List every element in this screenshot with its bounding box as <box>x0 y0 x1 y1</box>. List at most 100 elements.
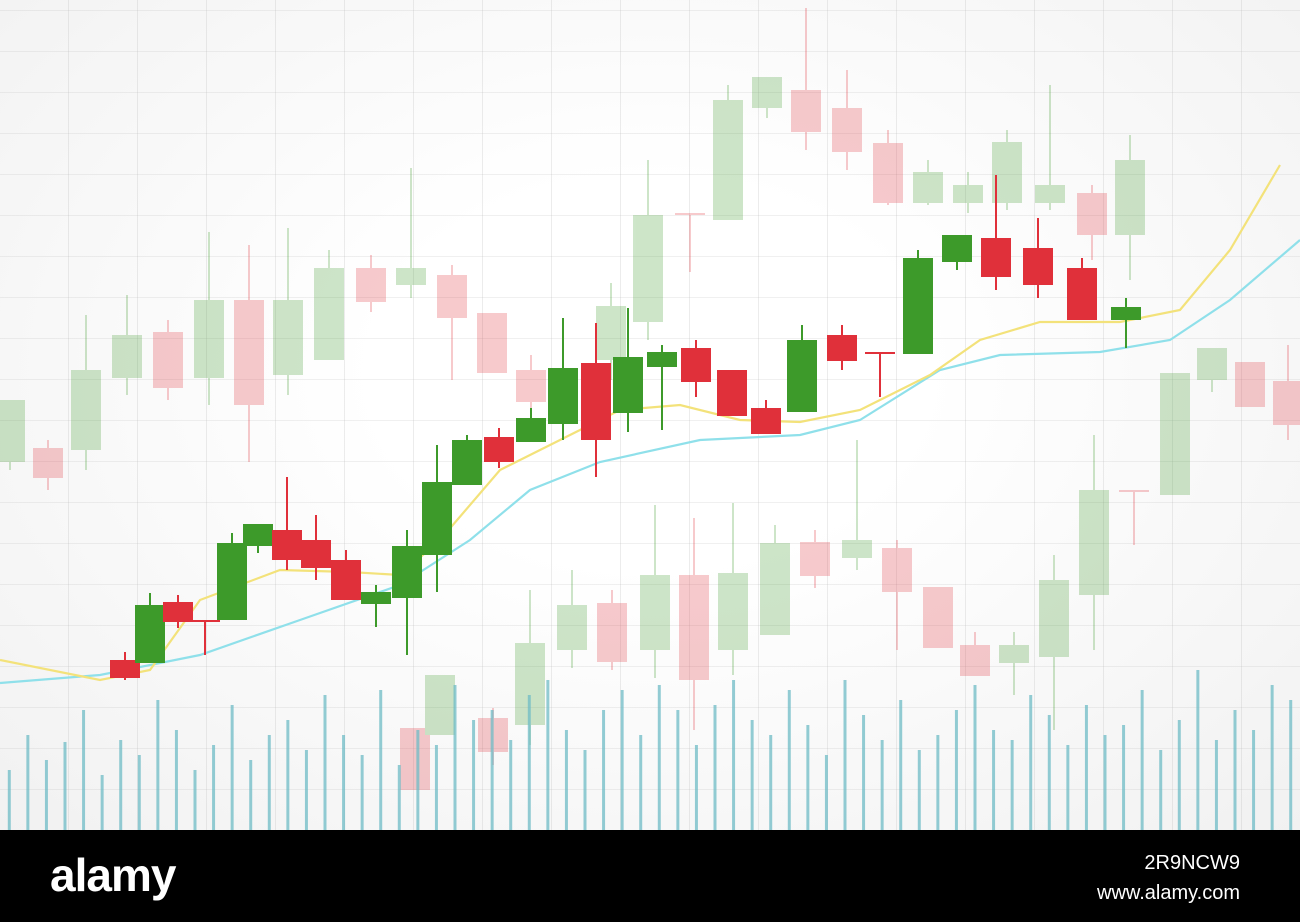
candle-body <box>842 540 872 558</box>
candle-body <box>557 605 587 650</box>
volume-bar <box>713 705 717 830</box>
volume-bar <box>769 735 773 830</box>
volume-bar <box>1029 695 1033 830</box>
candle-body <box>400 728 430 790</box>
volume-bar <box>620 690 624 830</box>
candle-body <box>392 546 422 598</box>
candle-body <box>827 335 857 361</box>
candle-body <box>437 275 467 318</box>
candle-body <box>1273 381 1300 425</box>
candle-body <box>1160 373 1190 495</box>
volume-bar <box>7 770 11 830</box>
candle-body <box>791 90 821 132</box>
volume-bar <box>806 725 810 830</box>
volume-bar <box>1233 710 1237 830</box>
volume-bar <box>899 700 903 830</box>
volume-bar <box>824 755 828 830</box>
candle-body <box>960 645 990 676</box>
candle-body <box>452 440 482 485</box>
candle-body <box>548 368 578 424</box>
volume-bar <box>212 745 216 830</box>
candle-body <box>1119 490 1149 492</box>
volume-bar <box>360 755 364 830</box>
candle-body <box>613 357 643 413</box>
volume-bar <box>379 690 383 830</box>
candle-body <box>1079 490 1109 595</box>
candle-body <box>1235 362 1265 407</box>
volume-bar <box>676 710 680 830</box>
volume-bar <box>694 745 698 830</box>
candle-body <box>217 543 247 620</box>
volume-bar <box>100 775 104 830</box>
volume-bar <box>639 735 643 830</box>
candle-body <box>425 675 455 735</box>
candle-body <box>33 448 63 478</box>
volume-bar <box>26 735 30 830</box>
watermark-bar: alamy 2R9NCW9 www.alamy.com <box>0 830 1300 922</box>
candle-body <box>314 268 344 360</box>
candle-body <box>163 602 193 622</box>
candle-body <box>640 575 670 650</box>
candle-body <box>0 400 25 462</box>
moving-average-line <box>0 239 1300 685</box>
volume-bar <box>750 720 754 830</box>
candle-body <box>873 143 903 203</box>
volume-bar <box>304 750 308 830</box>
candle-body <box>1023 248 1053 285</box>
volume-bar <box>174 730 178 830</box>
volume-bar <box>564 730 568 830</box>
candle-body <box>679 575 709 680</box>
url: www.alamy.com <box>1097 882 1240 904</box>
volume-bar <box>1177 720 1181 830</box>
volume-bar <box>44 760 48 830</box>
chart <box>0 0 1300 830</box>
volume-bar <box>1270 685 1274 830</box>
candle-body <box>272 530 302 560</box>
volume-bar <box>546 680 550 830</box>
volume-bar <box>342 735 346 830</box>
volume-bar <box>137 755 141 830</box>
candle-body <box>882 548 912 592</box>
candle-layer <box>0 8 1300 790</box>
volume-bar <box>936 735 940 830</box>
volume-bar <box>1103 735 1107 830</box>
candle-body <box>356 268 386 302</box>
candle-body <box>832 108 862 152</box>
volume-bar <box>509 740 513 830</box>
candle-body <box>596 306 626 360</box>
volume-bar <box>843 680 847 830</box>
candle-body <box>243 524 273 546</box>
volume-bar <box>63 742 67 830</box>
candle-body <box>675 213 705 215</box>
candle-body <box>633 215 663 322</box>
volume-bar <box>992 730 996 830</box>
candle-body <box>1197 348 1227 380</box>
volume-bar <box>1122 725 1126 830</box>
volume-bar <box>880 740 884 830</box>
candle-body <box>1035 185 1065 203</box>
volume-bar <box>1084 705 1088 830</box>
candle-body <box>865 352 895 354</box>
candle-body <box>923 587 953 648</box>
candle-body <box>301 540 331 568</box>
volume-bar <box>602 710 606 830</box>
volume-bar <box>1010 740 1014 830</box>
candle-body <box>135 605 165 663</box>
volume-bar <box>267 735 271 830</box>
volume-bar <box>230 705 234 830</box>
candle-body <box>800 542 830 576</box>
candle-body <box>981 238 1011 277</box>
candle-layer <box>110 175 1141 680</box>
volume-bar <box>82 710 86 830</box>
candle-body <box>361 592 391 604</box>
volume-bar <box>156 700 160 830</box>
candle-body <box>516 370 546 402</box>
volume-bar <box>249 760 253 830</box>
volume-bar <box>1140 690 1144 830</box>
candle-body <box>422 482 452 555</box>
candle-body <box>581 363 611 440</box>
candle-body <box>1067 268 1097 320</box>
candle-body <box>751 408 781 434</box>
candle-body <box>999 645 1029 663</box>
candle-body <box>190 620 220 622</box>
